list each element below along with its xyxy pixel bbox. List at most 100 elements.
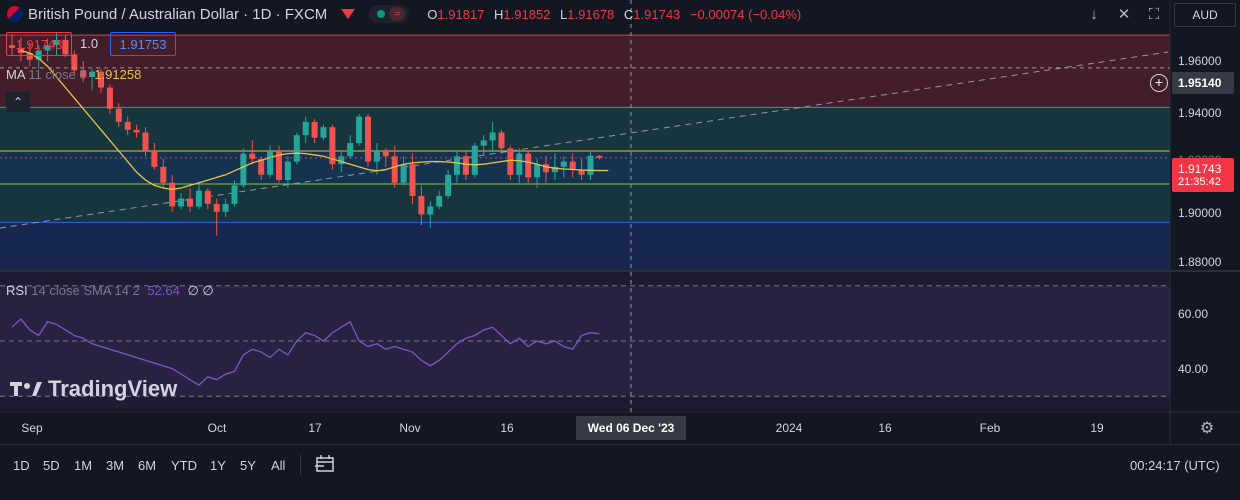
candle-body (293, 135, 300, 162)
rsi-tick: 60.00 (1178, 307, 1209, 321)
candle-body (133, 129, 140, 133)
timeframe-1d[interactable]: 1D (13, 458, 30, 473)
candle-body (124, 121, 131, 130)
time-tick: Sep (21, 421, 43, 435)
timeframe-1y[interactable]: 1Y (210, 458, 226, 473)
timeframe-6m[interactable]: 6M (138, 458, 157, 473)
candle-body (489, 132, 496, 141)
candle-body (89, 71, 96, 77)
price-zone (0, 222, 1170, 270)
price-zone (0, 150, 1170, 185)
rsi-legend[interactable]: RSI 14 close SMA 14 2 52.64 ∅ ∅ (6, 283, 214, 298)
moving-average-line (20, 49, 609, 190)
ohlc-values: O1.91817 H1.91852 L1.91678 C1.91743 −0.0… (427, 6, 802, 22)
candle-body (525, 153, 532, 178)
timeframe-all[interactable]: All (271, 458, 286, 473)
sell-button[interactable]: 1.91743 (6, 32, 72, 56)
candle-body (471, 145, 478, 175)
currency-selector[interactable]: AUD (1174, 3, 1236, 27)
timeframe-3m[interactable]: 3M (106, 458, 125, 473)
candle-body (480, 140, 487, 146)
candle-body (427, 206, 434, 215)
candle-body (231, 185, 238, 204)
candle-body (249, 153, 256, 159)
candle-body (329, 127, 336, 165)
time-tick: 16 (500, 421, 514, 435)
candle-body (98, 71, 104, 88)
candle-body (391, 156, 398, 183)
collapse-icon[interactable]: ✕ (1117, 6, 1131, 23)
toolbar-divider (0, 444, 1240, 445)
candle-body (106, 87, 113, 109)
timeframe-ytd[interactable]: YTD (171, 458, 197, 473)
candle-body (498, 132, 505, 149)
candle-body (115, 108, 122, 122)
candle-body (258, 158, 265, 175)
candle-body (356, 116, 363, 144)
rsi-polyline (11, 317, 600, 386)
candle-body (409, 164, 416, 196)
collapse-legend-button[interactable]: ⌃ (6, 92, 30, 112)
candle-body (62, 39, 69, 55)
candle-body (418, 195, 425, 215)
time-tick: 2024 (775, 421, 803, 435)
timeframe-1m[interactable]: 1M (74, 458, 93, 473)
time-tick: 19 (1090, 421, 1104, 435)
arrow-down-icon[interactable]: ↓ (1090, 5, 1098, 23)
price-tick: 1.94000 (1178, 106, 1222, 120)
utc-clock[interactable]: 00:24:17 (UTC) (1130, 458, 1220, 473)
candle-body (302, 121, 309, 136)
candle-body (436, 195, 443, 207)
candle-body (195, 190, 202, 207)
last-price-label: 1.91743 21:35:42 (1172, 158, 1234, 192)
wave-icon: ≈ (389, 7, 406, 21)
candle-body (373, 150, 380, 162)
ma-polyline (20, 49, 609, 190)
symbol-header[interactable]: British Pound / Australian Dollar · 1D ·… (0, 3, 801, 25)
time-tick: Nov (399, 421, 421, 435)
price-tick: 1.90000 (1178, 206, 1222, 220)
candle-body (142, 132, 149, 151)
candle-body (587, 155, 594, 175)
candle-body (53, 39, 60, 46)
buy-button[interactable]: 1.91753 (110, 32, 176, 56)
ma-legend[interactable]: MA 11 close 0 1.91258 (6, 67, 142, 82)
candle-body (543, 164, 549, 173)
price-zone (0, 107, 1170, 151)
maximize-icon[interactable]: ⛶ (1148, 5, 1160, 23)
timeframe-5d[interactable]: 5D (43, 458, 60, 473)
candle-body (71, 54, 78, 71)
dashed-trend-line (0, 51, 1169, 229)
price-zones (0, 34, 1170, 270)
price-tick: 1.96000 (1178, 54, 1222, 68)
candle-body (26, 53, 33, 60)
settings-gear-icon[interactable]: ⚙ (1199, 420, 1215, 437)
candle-body (222, 203, 229, 212)
tradingview-logo[interactable]: TradingView (10, 376, 177, 402)
plus-circle-icon[interactable]: + (1150, 74, 1168, 92)
timeframe-5y[interactable]: 5Y (240, 458, 256, 473)
candle-body (560, 161, 567, 167)
candle-body (338, 156, 345, 165)
time-tick: Feb (979, 421, 1001, 435)
time-tick: Oct (207, 421, 227, 435)
candle-body (187, 198, 193, 207)
price-zone (0, 184, 1170, 223)
rsi-line (11, 317, 600, 386)
candle-body (267, 150, 274, 175)
candle-body (169, 182, 176, 207)
candle-body (284, 161, 291, 181)
candle-body (596, 155, 603, 158)
rsi-background (0, 272, 1170, 410)
candle-body (516, 153, 523, 175)
crosshair-price-label: + 1.95140 (1150, 72, 1234, 94)
date-range-calendar-icon[interactable] (314, 454, 336, 474)
market-status-pill[interactable]: ≈ (369, 5, 410, 23)
crosshair-date-label: Wed 06 Dec '23 (576, 416, 686, 440)
time-tick: 16 (878, 421, 892, 435)
crosshair (0, 0, 1170, 412)
alert-triangle-icon[interactable] (341, 9, 356, 19)
price-change: −0.00074 (−0.04%) (689, 6, 802, 22)
symbol-title[interactable]: British Pound / Australian Dollar · 1D ·… (28, 5, 328, 23)
